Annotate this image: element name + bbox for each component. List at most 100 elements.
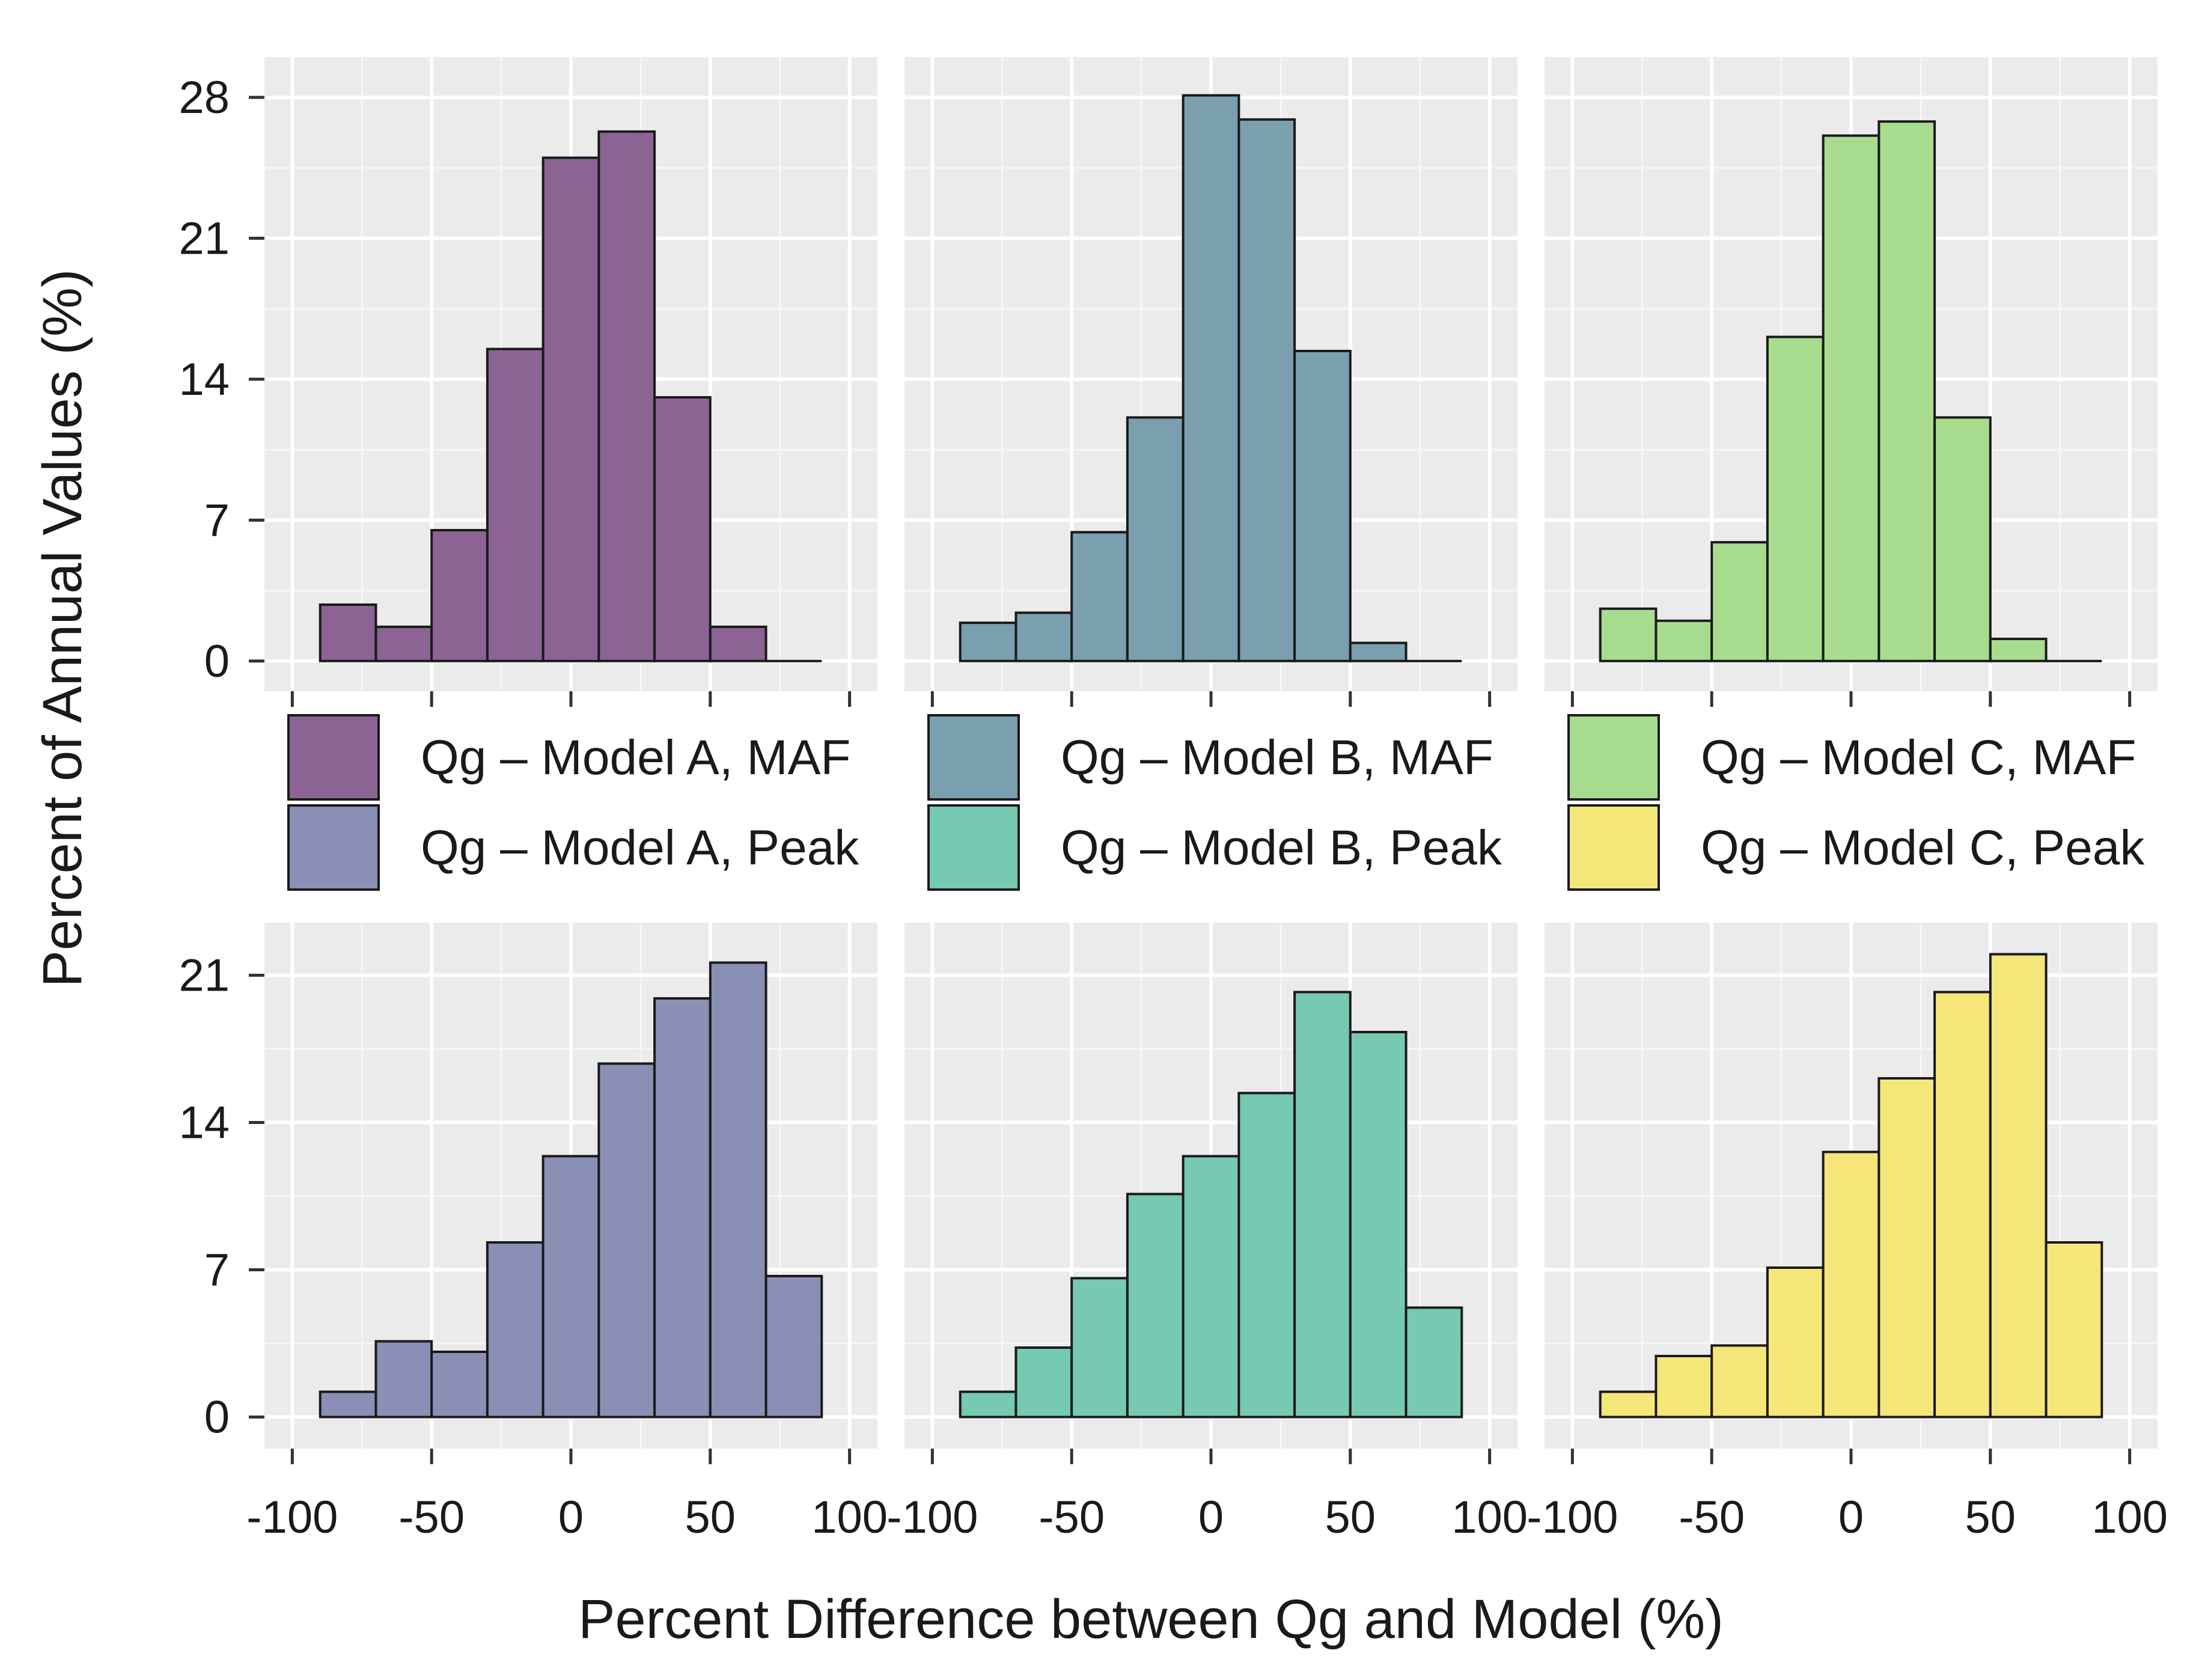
panel-3	[1545, 57, 2158, 691]
y-tick-label: 0	[204, 636, 230, 687]
y-tick-label: 14	[178, 354, 230, 405]
x-tick-label: 50	[1965, 1492, 2016, 1543]
histogram-bar	[1766, 335, 1825, 662]
legend: Qg – Model A, MAF Qg – Model A, Peak Qg – …	[287, 714, 2145, 891]
histogram-bar	[1933, 991, 1992, 1419]
panel-1	[264, 57, 877, 691]
histogram-bar	[1182, 94, 1240, 662]
x-axes: -100 -50 0 50 100-100 -50 0 50 100-100 -50 0 50 100	[246, 691, 2168, 1543]
histogram-bar	[1655, 619, 1713, 662]
legend-item: Qg – Model C, Peak	[1567, 804, 2145, 891]
legend-swatch	[1567, 714, 1660, 801]
histogram-bar	[1877, 1077, 1936, 1419]
histogram-bar	[1349, 1031, 1408, 1419]
panel-2	[904, 57, 1517, 691]
histogram-bar	[1126, 416, 1185, 662]
histogram-bar	[1293, 991, 1352, 1419]
x-tick-label: -50	[1039, 1492, 1105, 1543]
x-tick-label: 50	[685, 1492, 736, 1543]
y-axis-title: Percent of Annual Values (%)	[32, 269, 93, 988]
legend-label: Qg – Model B, Peak	[1061, 820, 1502, 875]
histogram-bar	[486, 347, 544, 662]
legend-swatch	[927, 804, 1020, 891]
x-tick-label: -100	[1527, 1492, 1618, 1543]
histogram-bar	[374, 625, 433, 662]
legend-item: Qg – Model B, MAF	[927, 714, 1493, 801]
y-axes: 0 7 14 21 28 0 7 14 21	[178, 72, 264, 1443]
legend-swatch	[927, 714, 1020, 801]
histogram-bar	[1822, 1150, 1880, 1419]
y-tick-label: 7	[204, 495, 230, 546]
histogram-bar	[1349, 641, 1408, 662]
legend-item: Qg – Model A, Peak	[287, 804, 859, 891]
y-tick-label: 21	[178, 950, 230, 1001]
y-tick-label: 14	[178, 1098, 230, 1149]
panel-4	[264, 923, 877, 1449]
y-tick-label: 28	[178, 72, 230, 123]
histogram-bar	[1766, 1266, 1825, 1419]
histogram-bar	[1237, 118, 1296, 662]
histogram-bar	[319, 603, 377, 662]
histogram-bar	[597, 1062, 656, 1419]
histogram-bar	[959, 1390, 1017, 1419]
legend-label: Qg – Model C, Peak	[1701, 820, 2145, 875]
y-tick-label: 0	[204, 1392, 230, 1443]
histogram-bar	[430, 529, 489, 662]
panel-layer	[264, 57, 2158, 1449]
x-tick-label: 100	[811, 1492, 888, 1543]
legend-item: Qg – Model A, MAF	[287, 714, 851, 801]
histogram-bar	[1070, 531, 1129, 662]
x-tick-label: -100	[246, 1492, 338, 1543]
histogram-bar	[1710, 1344, 1769, 1419]
histogram-bar	[764, 1275, 823, 1419]
y-tick-label: 7	[204, 1245, 230, 1296]
legend-label: Qg – Model A, MAF	[421, 730, 851, 785]
x-tick-label: 50	[1325, 1492, 1376, 1543]
histogram-bar	[1126, 1193, 1185, 1419]
x-tick-label: 0	[1838, 1492, 1864, 1543]
legend-label: Qg – Model B, MAF	[1061, 730, 1493, 785]
histogram-bar	[2045, 1241, 2103, 1419]
histogram-bar	[1293, 349, 1352, 662]
histogram-bar	[1014, 1346, 1073, 1419]
x-axis-title: Percent Difference between Qg and Model …	[578, 1589, 1724, 1650]
legend-swatch	[287, 714, 380, 801]
histogram-bar	[541, 1155, 600, 1419]
panel-6	[1545, 923, 2158, 1449]
histogram-bar	[709, 961, 767, 1419]
legend-label: Qg – Model A, Peak	[421, 820, 859, 875]
histogram-bar	[1070, 1277, 1129, 1419]
x-tick-label: 100	[2091, 1492, 2168, 1543]
histogram-bar	[430, 1351, 489, 1419]
histogram-bar	[1822, 134, 1880, 662]
histogram-bar	[1182, 1155, 1240, 1419]
histogram-bar	[1237, 1092, 1296, 1419]
legend-swatch	[1567, 804, 1660, 891]
histogram-bar	[1989, 953, 2048, 1419]
histogram-bar	[1933, 416, 1992, 662]
y-tick-label: 21	[178, 213, 230, 264]
histogram-bar	[653, 396, 712, 662]
x-tick-label: -50	[398, 1492, 465, 1543]
histogram-bar	[1655, 1355, 1713, 1419]
x-tick-label: 0	[558, 1492, 584, 1543]
histogram-bar	[541, 156, 600, 662]
histogram-bar	[1014, 611, 1073, 662]
histogram-bar	[1599, 1390, 1658, 1419]
histogram-bar	[374, 1340, 433, 1419]
histogram-bar	[959, 622, 1017, 662]
legend-item: Qg – Model B, Peak	[927, 804, 1502, 891]
x-tick-label: 100	[1451, 1492, 1528, 1543]
histogram-bar	[1710, 541, 1769, 662]
histogram-bar	[486, 1241, 544, 1419]
histogram-bar	[597, 130, 656, 662]
histogram-bar	[1405, 1306, 1463, 1419]
legend-swatch	[287, 804, 380, 891]
x-tick-label: -50	[1679, 1492, 1745, 1543]
legend-label: Qg – Model C, MAF	[1701, 730, 2137, 785]
panel-5	[904, 923, 1517, 1449]
histogram-bar	[709, 625, 767, 662]
histogram-bar	[1877, 120, 1936, 662]
x-tick-label: 0	[1198, 1492, 1224, 1543]
